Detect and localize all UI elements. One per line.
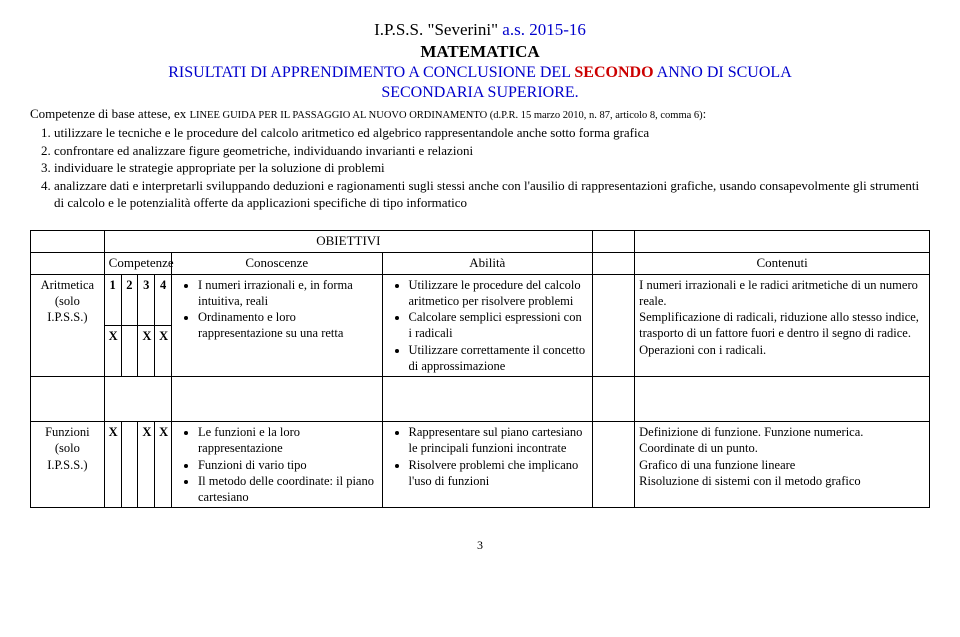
comp-mark: X bbox=[155, 422, 172, 508]
empty-cell bbox=[31, 230, 105, 252]
list-item: Utilizzare correttamente il concetto di … bbox=[409, 342, 589, 375]
competenze-smallcaps: LINEE GUIDA PER IL PASSAGGIO AL NUOVO OR… bbox=[190, 110, 703, 121]
empty-cell bbox=[31, 377, 105, 422]
list-item: Utilizzare le procedure del calcolo arit… bbox=[409, 277, 589, 310]
list-item: Calcolare semplici espressioni con i rad… bbox=[409, 309, 589, 342]
col-abilita: Abilità bbox=[382, 252, 593, 274]
doc-subject: MATEMATICA bbox=[30, 42, 930, 62]
competenze-item: individuare le strategie appropriate per… bbox=[54, 159, 930, 177]
list-item: I numeri irrazionali e, in forma intuiti… bbox=[198, 277, 378, 310]
list-item: Le funzioni e la loro rappresentazione bbox=[198, 424, 378, 457]
list-item: Rappresentare sul piano cartesiano le pr… bbox=[409, 424, 589, 457]
competenze-list: utilizzare le tecniche e le procedure de… bbox=[30, 124, 930, 212]
doc-secondaria: SECONDARIA SUPERIORE. bbox=[30, 84, 930, 102]
cell-conoscenze: Le funzioni e la loro rappresentazione F… bbox=[171, 422, 382, 508]
comp-col-1: 1 bbox=[104, 274, 121, 325]
list-item: Il metodo delle coordinate: il piano car… bbox=[198, 473, 378, 506]
empty-cell bbox=[31, 252, 105, 274]
empty-cell bbox=[104, 377, 171, 422]
competenze-item: confrontare ed analizzare figure geometr… bbox=[54, 142, 930, 160]
competenze-intro: Competenze di base attese, ex LINEE GUID… bbox=[30, 106, 930, 122]
empty-cell bbox=[382, 377, 593, 422]
risultati-red: SECONDO bbox=[574, 64, 653, 81]
title-prefix: I.P.S.S. "Severini" bbox=[374, 20, 502, 39]
doc-header-title: I.P.S.S. "Severini" a.s. 2015-16 bbox=[30, 20, 930, 40]
comp-mark: X bbox=[138, 325, 155, 376]
col-conoscenze: Conoscenze bbox=[171, 252, 382, 274]
list-item: Ordinamento e loro rappresentazione su u… bbox=[198, 309, 378, 342]
cell-abilita: Rappresentare sul piano cartesiano le pr… bbox=[382, 422, 593, 508]
empty-cell bbox=[171, 377, 382, 422]
obiettivi-table: OBIETTIVI Competenze Conoscenze Abilità … bbox=[30, 230, 930, 509]
empty-cell bbox=[593, 422, 635, 508]
obiettivi-header: OBIETTIVI bbox=[104, 230, 592, 252]
empty-cell bbox=[593, 274, 635, 377]
comp-col-4: 4 bbox=[155, 274, 172, 325]
list-item: Funzioni di vario tipo bbox=[198, 457, 378, 473]
empty-cell bbox=[593, 377, 635, 422]
comp-col-2: 2 bbox=[121, 274, 138, 325]
empty-cell bbox=[635, 377, 930, 422]
row-label-funzioni: Funzioni (solo I.P.S.S.) bbox=[31, 422, 105, 508]
cell-conoscenze: I numeri irrazionali e, in forma intuiti… bbox=[171, 274, 382, 377]
cell-contenuti: I numeri irrazionali e le radici aritmet… bbox=[635, 274, 930, 377]
comp-mark bbox=[121, 325, 138, 376]
competenze-prefix: Competenze di base attese, ex bbox=[30, 106, 190, 121]
risultati-suffix: ANNO DI SCUOLA bbox=[654, 64, 792, 81]
empty-cell bbox=[593, 230, 635, 252]
doc-risultati-line: RISULTATI DI APPRENDIMENTO A CONCLUSIONE… bbox=[30, 64, 930, 82]
title-year: a.s. 2015-16 bbox=[502, 20, 586, 39]
comp-mark: X bbox=[104, 422, 121, 508]
cell-contenuti: Definizione di funzione. Funzione numeri… bbox=[635, 422, 930, 508]
comp-mark bbox=[121, 422, 138, 508]
page-number: 3 bbox=[30, 538, 930, 553]
cell-abilita: Utilizzare le procedure del calcolo arit… bbox=[382, 274, 593, 377]
competenze-item: analizzare dati e interpretarli sviluppa… bbox=[54, 177, 930, 212]
empty-cell bbox=[635, 230, 930, 252]
competenze-item: utilizzare le tecniche e le procedure de… bbox=[54, 124, 930, 142]
row-label-aritmetica: Aritmetica (solo I.P.S.S.) bbox=[31, 274, 105, 377]
empty-cell bbox=[593, 252, 635, 274]
risultati-prefix: RISULTATI DI APPRENDIMENTO A CONCLUSIONE… bbox=[168, 64, 574, 81]
comp-mark: X bbox=[155, 325, 172, 376]
col-contenuti: Contenuti bbox=[635, 252, 930, 274]
competenze-suffix: : bbox=[703, 106, 707, 121]
list-item: Risolvere problemi che implicano l'uso d… bbox=[409, 457, 589, 490]
comp-col-3: 3 bbox=[138, 274, 155, 325]
comp-mark: X bbox=[138, 422, 155, 508]
comp-mark: X bbox=[104, 325, 121, 376]
col-competenze: Competenze bbox=[104, 252, 171, 274]
